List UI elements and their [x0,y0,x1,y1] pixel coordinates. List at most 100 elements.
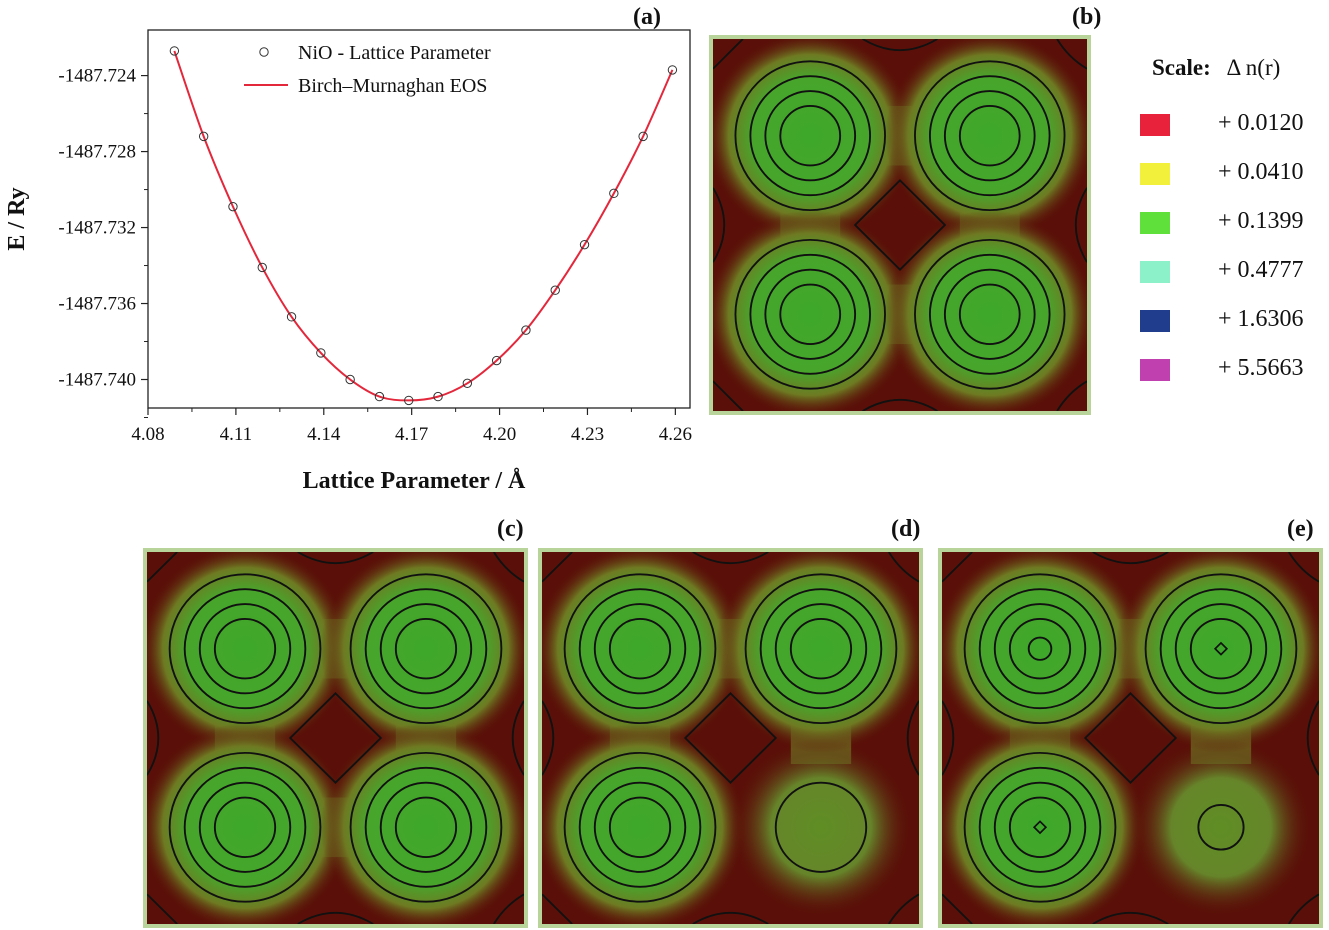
contour-point [1213,641,1229,656]
contour-edge [1092,911,1169,924]
legend-row: + 0.4777 [1140,257,1329,287]
data-point [491,355,502,366]
density-map-d [538,548,923,928]
density-map-c [143,548,528,928]
legend-label-points: NiO - Lattice Parameter [298,42,491,64]
contour-edge [147,552,178,583]
contour-ring [978,588,1102,710]
x-tick-label: 4.11 [220,424,253,445]
contour-ring [183,766,307,888]
contour-ring [779,283,842,345]
legend-row: + 0.0410 [1140,159,1329,189]
contour-ring [183,588,307,710]
contour-center [288,692,383,784]
legend-label-fit: Birch–Murnaghan EOS [298,75,487,97]
contour-edge [1074,187,1087,263]
legend-value: + 0.4777 [1218,257,1304,283]
data-point [286,312,297,322]
atom-density-glow [147,723,351,924]
legend-swatch [1140,261,1170,283]
atom-density-glow [713,39,915,240]
contour-ring [364,588,488,710]
atom-density-glow [942,723,1146,924]
contour-edge [1288,893,1319,924]
contour-ring [1159,588,1283,710]
contour-edge [862,398,938,411]
contour-point [1032,820,1048,835]
contour-ring [379,781,473,873]
contour-edge [297,552,374,565]
density-map-b [709,35,1091,415]
legend-value: + 0.1399 [1218,208,1304,234]
contour-ring [764,268,857,360]
contour-edge [713,39,744,70]
contour-edge [1056,380,1087,411]
contour-ring [943,268,1036,360]
contour-ring [608,618,672,680]
legend-value: + 1.6306 [1218,306,1304,332]
data-point [579,239,590,250]
legend-swatch [1140,310,1170,332]
y-tick-label: -1487.724 [58,66,136,87]
contour-ring [563,751,717,903]
contour-ring [578,766,702,888]
contour-edge [147,893,178,924]
energy-lattice-chart: 4.08 4.11 4.14 4.17 4.20 4.23 4.26 -1487.724 -14… [4,29,692,494]
atom-density-glow [320,552,524,753]
contour-ring [349,751,503,903]
atom-density-glow [730,738,912,917]
contour-ring [779,105,842,167]
data-point [609,188,619,199]
fit-curve [173,50,674,402]
plot-frame [147,29,691,409]
atom-density-glow [715,552,919,753]
panel-label-a: (a) [633,4,661,30]
legend-swatch [1140,212,1170,234]
data-point [228,201,238,212]
contour-center [853,179,947,271]
legend-symbol: Δ n(r) [1226,55,1281,80]
contour-edge [888,893,919,924]
legend-swatch [1140,114,1170,136]
legend-marker-points [259,47,269,57]
contour-edge [906,700,919,776]
atom-density-glow [942,552,1146,753]
y-tick-label: -1487.736 [58,294,136,315]
data-point [404,395,414,406]
contour-ring [364,766,488,888]
contour-ring [379,603,473,695]
contour-ring [963,751,1117,903]
contour-edge [542,552,573,583]
contour-ring [958,283,1021,345]
contour-ring [744,573,898,725]
contour-ring [928,75,1051,197]
contour-ring [789,618,853,680]
contour-ring [914,238,1066,390]
contour-edge [942,700,955,776]
density-map-d-svg [542,552,919,924]
data-point [550,285,560,295]
contour-edge [297,911,374,924]
contour-ring [198,603,292,695]
contour-ring [749,253,872,375]
contour-ring [774,603,868,695]
x-tick-label: 4.26 [659,424,692,445]
legend-swatch [1140,359,1170,381]
contour-ring [1197,804,1245,851]
contour-edge [713,187,726,263]
legend-row: + 0.0120 [1140,110,1329,140]
data-point [374,391,385,402]
contour-ring [928,253,1051,375]
contour-center [683,692,778,784]
legend-value: + 0.0120 [1218,110,1304,136]
atom-density-glow [885,210,1087,411]
contour-center [1083,692,1178,784]
data-point [667,65,678,75]
contour-ring [993,603,1087,695]
y-tick-label: -1487.740 [58,370,136,391]
contour-edge [942,552,973,583]
x-axis-label: Lattice Parameter / Å [303,468,526,494]
contour-ring [1027,636,1053,661]
contour-ring [198,781,292,873]
contour-edge [1306,700,1319,776]
